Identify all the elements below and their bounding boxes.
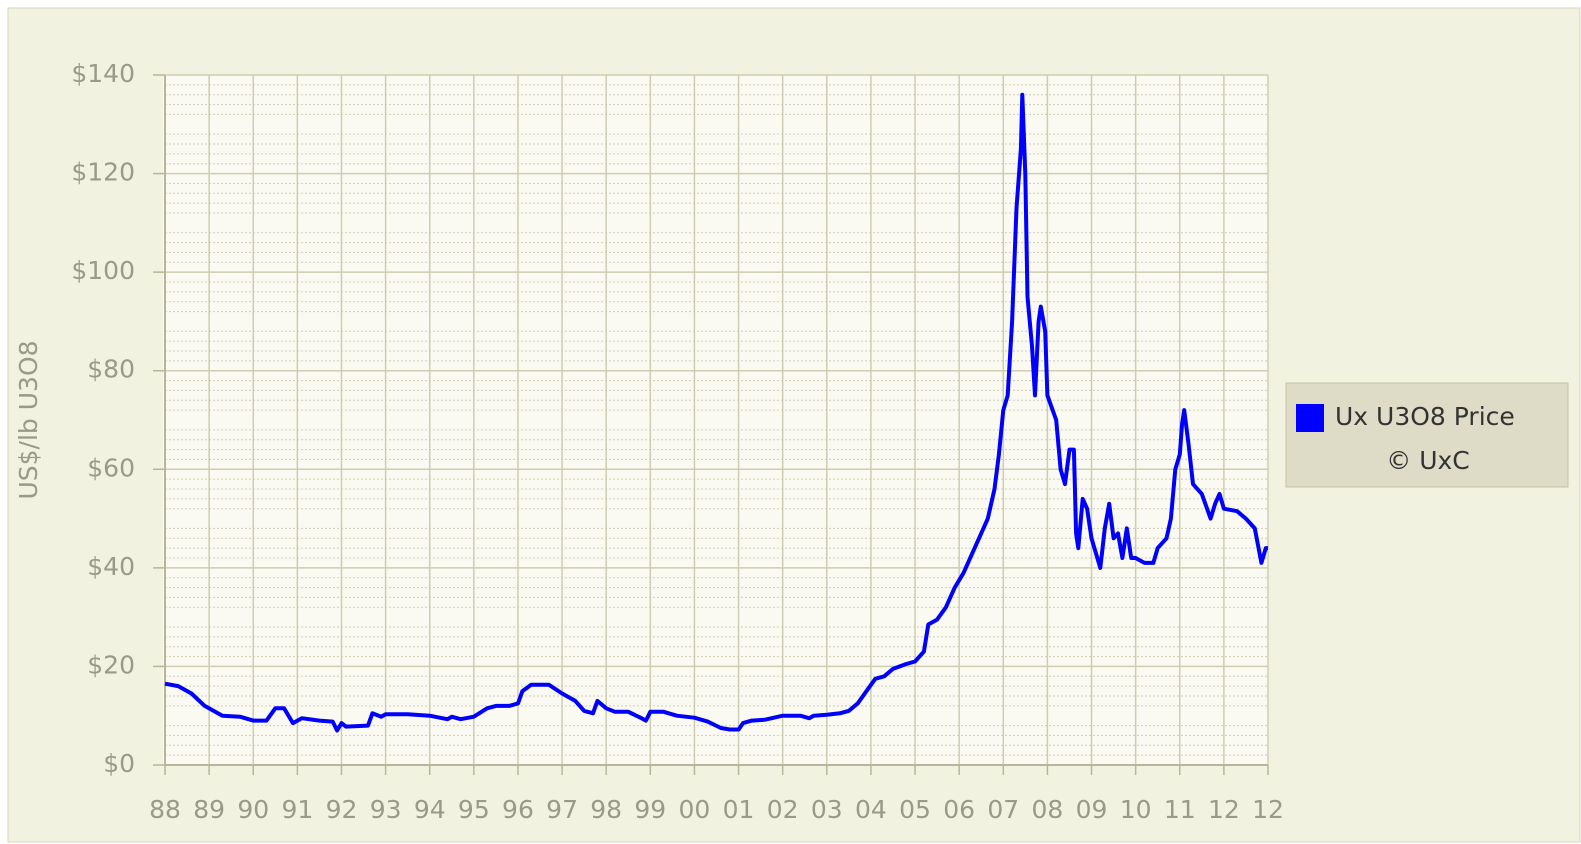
x-tick-label: 00	[679, 795, 711, 824]
y-tick-label: $100	[71, 256, 135, 285]
x-tick-label: 91	[281, 795, 313, 824]
x-tick-label: 04	[855, 795, 887, 824]
x-tick-label: 89	[193, 795, 225, 824]
x-tick-label: 05	[899, 795, 931, 824]
x-tick-label: 12	[1252, 795, 1284, 824]
x-tick-label: 90	[237, 795, 269, 824]
y-tick-label: $140	[71, 59, 135, 88]
x-tick-label: 07	[987, 795, 1019, 824]
x-tick-label: 88	[149, 795, 181, 824]
y-axis-label: US$/lb U3O8	[14, 340, 43, 499]
legend-label: Ux U3O8 Price	[1335, 402, 1515, 431]
legend-swatch	[1296, 404, 1324, 432]
y-tick-label: $40	[87, 552, 135, 581]
x-tick-label: 02	[767, 795, 799, 824]
y-tick-label: $60	[87, 453, 135, 482]
legend-box	[1285, 382, 1569, 488]
x-tick-label: 97	[546, 795, 578, 824]
x-tick-label: 10	[1120, 795, 1152, 824]
legend-note: © UxC	[1386, 446, 1470, 475]
x-tick-label: 08	[1031, 795, 1063, 824]
x-tick-label: 06	[943, 795, 975, 824]
y-tick-label: $80	[87, 355, 135, 384]
x-tick-label: 99	[634, 795, 666, 824]
x-tick-label: 92	[326, 795, 358, 824]
y-tick-label: $20	[87, 650, 135, 679]
x-tick-label: 95	[458, 795, 490, 824]
x-tick-label: 12	[1208, 795, 1240, 824]
plot-area	[163, 75, 1269, 765]
x-tick-label: 93	[370, 795, 402, 824]
x-tick-label: 94	[414, 795, 446, 824]
x-tick-label: 98	[590, 795, 622, 824]
y-tick-label: $0	[103, 749, 135, 778]
y-tick-label: $120	[71, 158, 135, 187]
x-tick-label: 09	[1076, 795, 1108, 824]
x-tick-label: 03	[811, 795, 843, 824]
x-tick-label: 11	[1164, 795, 1196, 824]
price-line	[164, 92, 1268, 733]
x-tick-label: 01	[723, 795, 755, 824]
x-tick-label: 96	[502, 795, 534, 824]
